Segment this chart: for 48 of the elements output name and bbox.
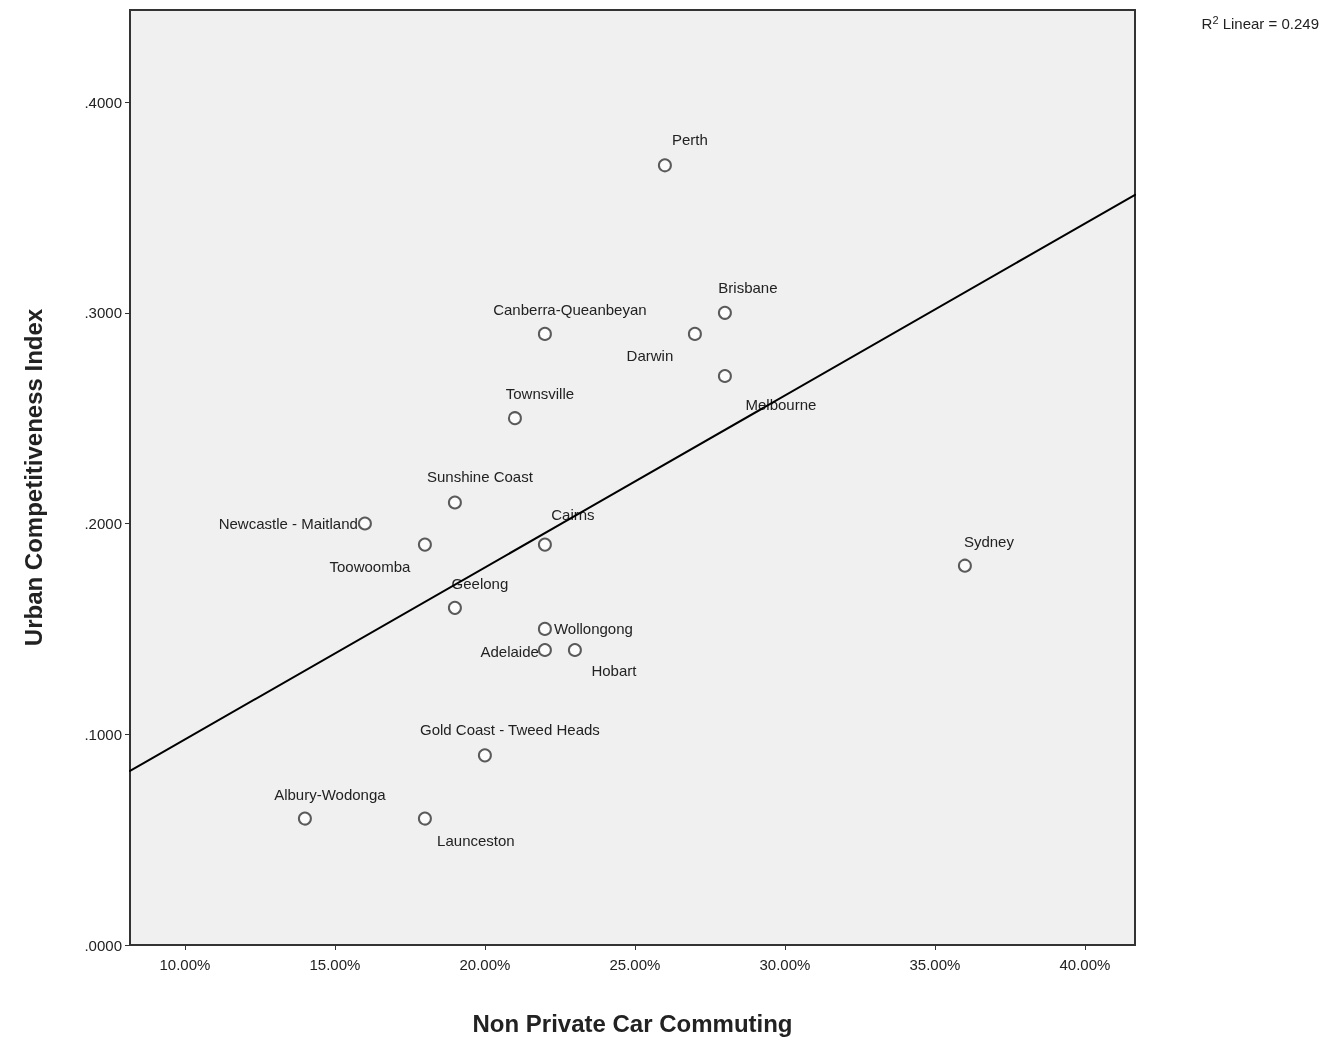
point (417, 811, 432, 826)
point (687, 326, 702, 341)
y-tick-label: .4000 (84, 93, 122, 111)
annotation: Sydney (963, 533, 1015, 551)
annotation: Newcastle - Maitland (218, 515, 358, 533)
annotation: Darwin (626, 347, 674, 365)
x-tick-label: 25.00% (609, 956, 661, 973)
point (297, 811, 312, 826)
annotation: Brisbane (718, 279, 778, 297)
annotation: Toowoomba (329, 558, 411, 576)
annotation: Hobart (591, 662, 638, 680)
point (417, 537, 432, 552)
annotation: Launceston (437, 832, 515, 850)
annotation: Albury-Wodonga (274, 786, 387, 804)
point (537, 621, 552, 636)
annotation: Gold Coast - Tweed Heads (419, 720, 600, 738)
annotation: Sunshine Coast (426, 467, 534, 485)
point (447, 495, 462, 510)
point (537, 642, 552, 657)
point (507, 411, 522, 426)
y-tick-label: .2000 (84, 515, 122, 533)
x-tick-label: 15.00% (309, 956, 361, 973)
y-tick-label: .1000 (84, 725, 122, 743)
annotation: Townsville (505, 384, 575, 402)
point (717, 369, 732, 384)
x-tick-label: 30.00% (759, 956, 811, 973)
annotation: Wollongong (553, 620, 633, 638)
y-tick-label: .3000 (84, 304, 122, 322)
x-tick-label: 20.00% (459, 956, 511, 973)
point (537, 537, 552, 552)
annotation: Perth (671, 130, 708, 148)
x-tick-label: 10.00% (159, 956, 211, 973)
x-axis-title: Non Private Car Commuting (472, 1009, 793, 1037)
point (447, 600, 462, 615)
annotation: Geelong (451, 575, 509, 593)
annotation: Canberra-Queanbeyan (493, 301, 647, 319)
point (537, 326, 552, 341)
point (957, 558, 972, 573)
point (657, 158, 672, 173)
x-tick-label: 35.00% (909, 956, 961, 973)
x-tick-label: 40.00% (1059, 956, 1111, 973)
point (717, 305, 732, 320)
point (357, 516, 372, 531)
point (477, 748, 492, 763)
point (567, 642, 582, 657)
y-tick-label: .0000 (84, 936, 122, 954)
annotation: Adelaide (480, 643, 539, 661)
y-axis-title: Urban Competitiveness Index (19, 308, 47, 647)
